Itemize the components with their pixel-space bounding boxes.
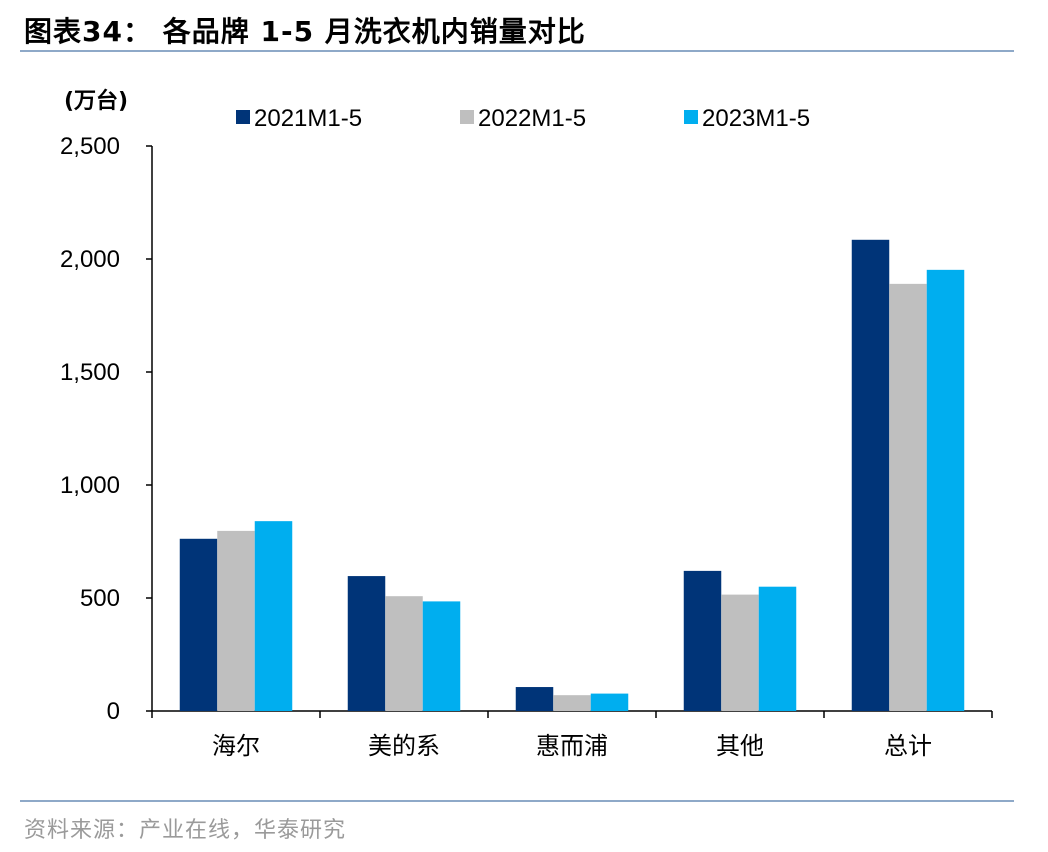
bar-2023M1-5 [422,601,461,711]
bar-2021M1-5 [347,576,386,711]
y-tick-label: 1,500 [60,359,120,386]
bar-2022M1-5 [217,530,255,711]
bar-2022M1-5 [721,594,759,711]
bar-2022M1-5 [889,283,927,711]
bars [179,239,965,712]
x-category-label: 美的系 [368,732,440,760]
bar-2021M1-5 [179,538,218,711]
y-tick-label: 500 [80,585,120,612]
bar-2021M1-5 [683,570,722,711]
chart-title: 图表34： 各品牌 1-5 月洗衣机内销量对比 [24,15,586,48]
y-tick-label: 0 [107,698,120,725]
bar-2022M1-5 [553,695,591,711]
bar-2023M1-5 [758,586,797,711]
bar-2021M1-5 [515,687,554,711]
y-axis: 0 500 1,000 1,500 2,000 2,500 [60,133,153,725]
y-tick-label: 1,000 [60,472,120,499]
x-category-label: 惠而浦 [536,732,608,760]
bottom-divider [20,800,1014,802]
bar-2023M1-5 [926,269,965,711]
y-tick-label: 2,000 [60,246,120,273]
bar-2022M1-5 [385,596,423,711]
bar-2023M1-5 [254,521,293,711]
legend-label: 2023M1-5 [702,105,810,132]
source-note: 资料来源：产业在线，华泰研究 [24,818,347,843]
x-category-label: 总计 [884,732,932,760]
y-tick-label: 2,500 [60,133,120,160]
top-divider [20,50,1014,52]
y-axis-unit-label: (万台) [64,88,128,114]
bar-2021M1-5 [851,239,890,712]
legend-swatch [684,110,698,124]
legend-swatch [236,110,250,124]
x-category-label: 海尔 [212,732,260,760]
bar-chart: (万台) 2021M1-5 2022M1-5 2023M1-5 0 500 1,000 1… [60,88,993,760]
x-axis: 海尔 美的系 惠而浦 其他 总计 [151,710,993,760]
legend: 2021M1-5 2022M1-5 2023M1-5 [236,105,810,132]
legend-swatch [460,110,474,124]
legend-label: 2022M1-5 [478,105,586,132]
bar-2023M1-5 [590,693,629,711]
x-category-label: 其他 [716,732,764,760]
legend-label: 2021M1-5 [254,105,362,132]
